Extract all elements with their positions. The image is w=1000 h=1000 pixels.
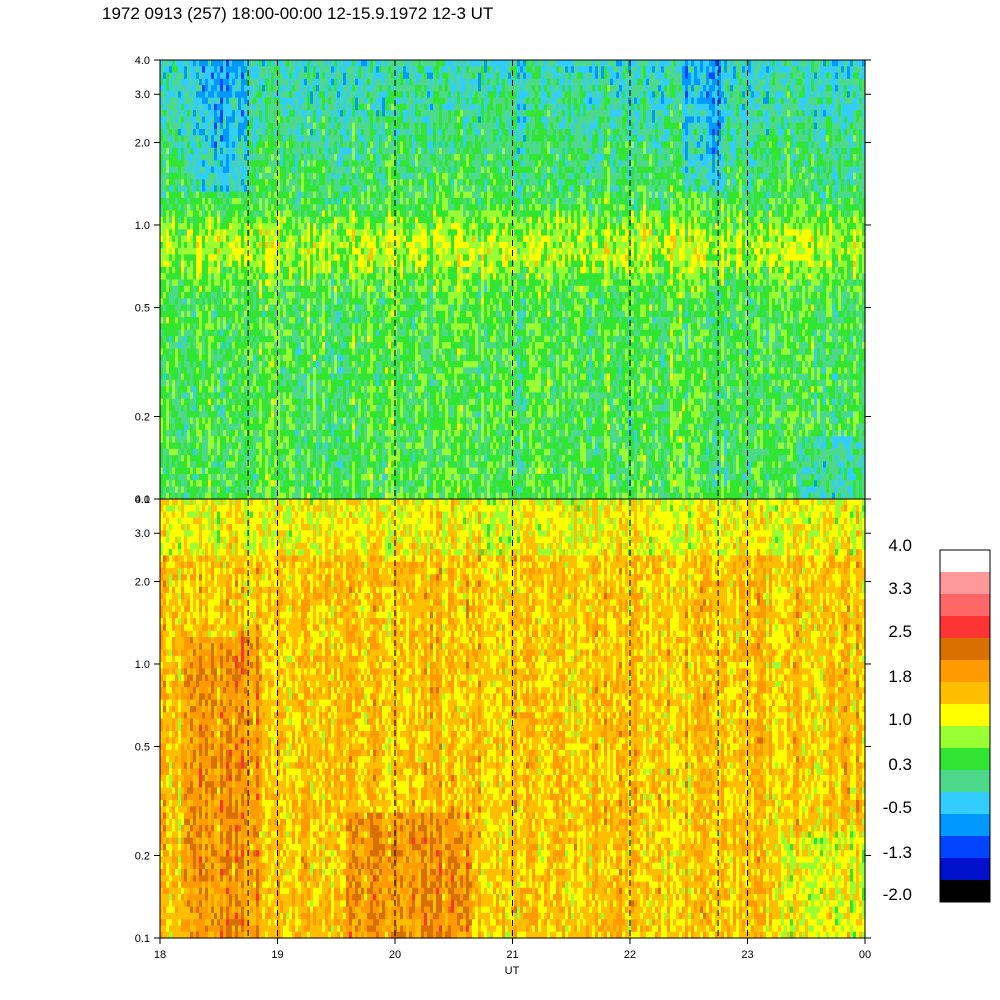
spectrogram-chart: 0.10.20.51.02.03.04.00.10.20.51.02.03.04… — [0, 0, 1000, 1000]
